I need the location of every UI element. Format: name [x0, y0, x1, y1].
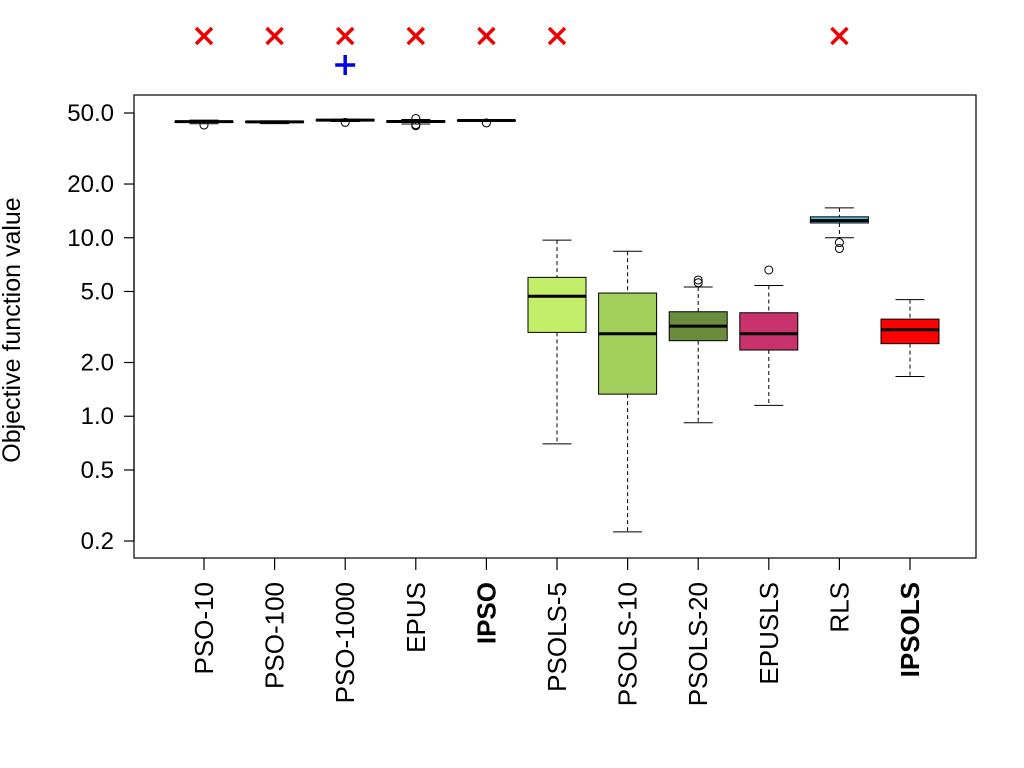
cross-marker-pso-1000	[335, 26, 355, 46]
box-psols-20	[668, 275, 728, 424]
outlier-point	[834, 244, 844, 254]
x-tick-label: EPUSLS	[754, 582, 784, 685]
plus-marker-pso-1000	[335, 55, 356, 75]
box-psols-10	[598, 250, 658, 533]
y-tick-label: 10.0	[67, 225, 114, 252]
outlier-point	[411, 120, 421, 130]
box-iqr	[739, 312, 799, 351]
outlier-point	[340, 117, 350, 127]
cross-marker-epus	[406, 26, 426, 46]
box-pso-1000	[315, 117, 375, 127]
box-iqr	[880, 318, 940, 345]
cross-marker-rls	[830, 26, 849, 46]
x-tick-label: PSO-100	[260, 582, 290, 689]
box-rls	[809, 207, 869, 254]
box-epus	[386, 113, 446, 131]
cross-marker-ipso	[477, 26, 496, 46]
box-pso-10	[174, 119, 234, 130]
box-ipso	[456, 118, 516, 128]
outlier-point	[693, 278, 703, 288]
outlier-point	[834, 238, 844, 248]
top-markers-layer	[194, 26, 849, 75]
y-tick-label: 5.0	[81, 278, 114, 305]
outlier-point	[481, 118, 491, 128]
x-tick-label: PSOLS-5	[542, 582, 572, 692]
y-tick-label: 50.0	[67, 100, 114, 127]
y-tick-label: 1.0	[81, 403, 114, 430]
y-tick-label: 0.5	[81, 457, 114, 484]
x-tick-label: PSOLS-10	[613, 582, 643, 706]
box-pso-100	[245, 120, 305, 125]
outlier-point	[411, 113, 421, 123]
y-tick-label: 20.0	[67, 171, 114, 198]
x-tick-label: PSO-10	[189, 582, 219, 675]
outlier-point	[693, 275, 703, 285]
box-psols-5	[527, 239, 587, 445]
y-axis: 0.2 0.5 1.0 2.0 5.0 10.0 20.0 50.0	[67, 100, 135, 555]
x-axis-labels: PSO-10 PSO-100 PSO-1000 EPUS IPSO PSOLS-5 PSOL…	[189, 558, 925, 706]
boxes-layer	[174, 113, 940, 533]
x-tick-label: PSO-1000	[330, 582, 360, 703]
outlier-point	[764, 265, 774, 275]
x-tick-label: RLS	[824, 582, 854, 633]
x-tick-label: IPSO	[471, 582, 501, 644]
x-tick-label: EPUS	[401, 582, 431, 653]
y-tick-label: 0.2	[81, 528, 114, 555]
box-iqr	[527, 276, 587, 333]
cross-marker-psols-5	[547, 26, 567, 46]
y-tick-label: 2.0	[81, 350, 114, 377]
cross-marker-pso-100	[265, 26, 284, 46]
box-epusls	[739, 265, 799, 406]
outlier-point	[199, 120, 209, 130]
x-tick-label: IPSOLS	[895, 582, 925, 677]
box-ipsols	[880, 299, 940, 377]
x-tick-label: PSOLS-20	[683, 582, 713, 706]
box-iqr	[598, 292, 658, 395]
y-axis-title: Objective function value	[0, 197, 26, 462]
cross-marker-pso-10	[194, 26, 214, 46]
